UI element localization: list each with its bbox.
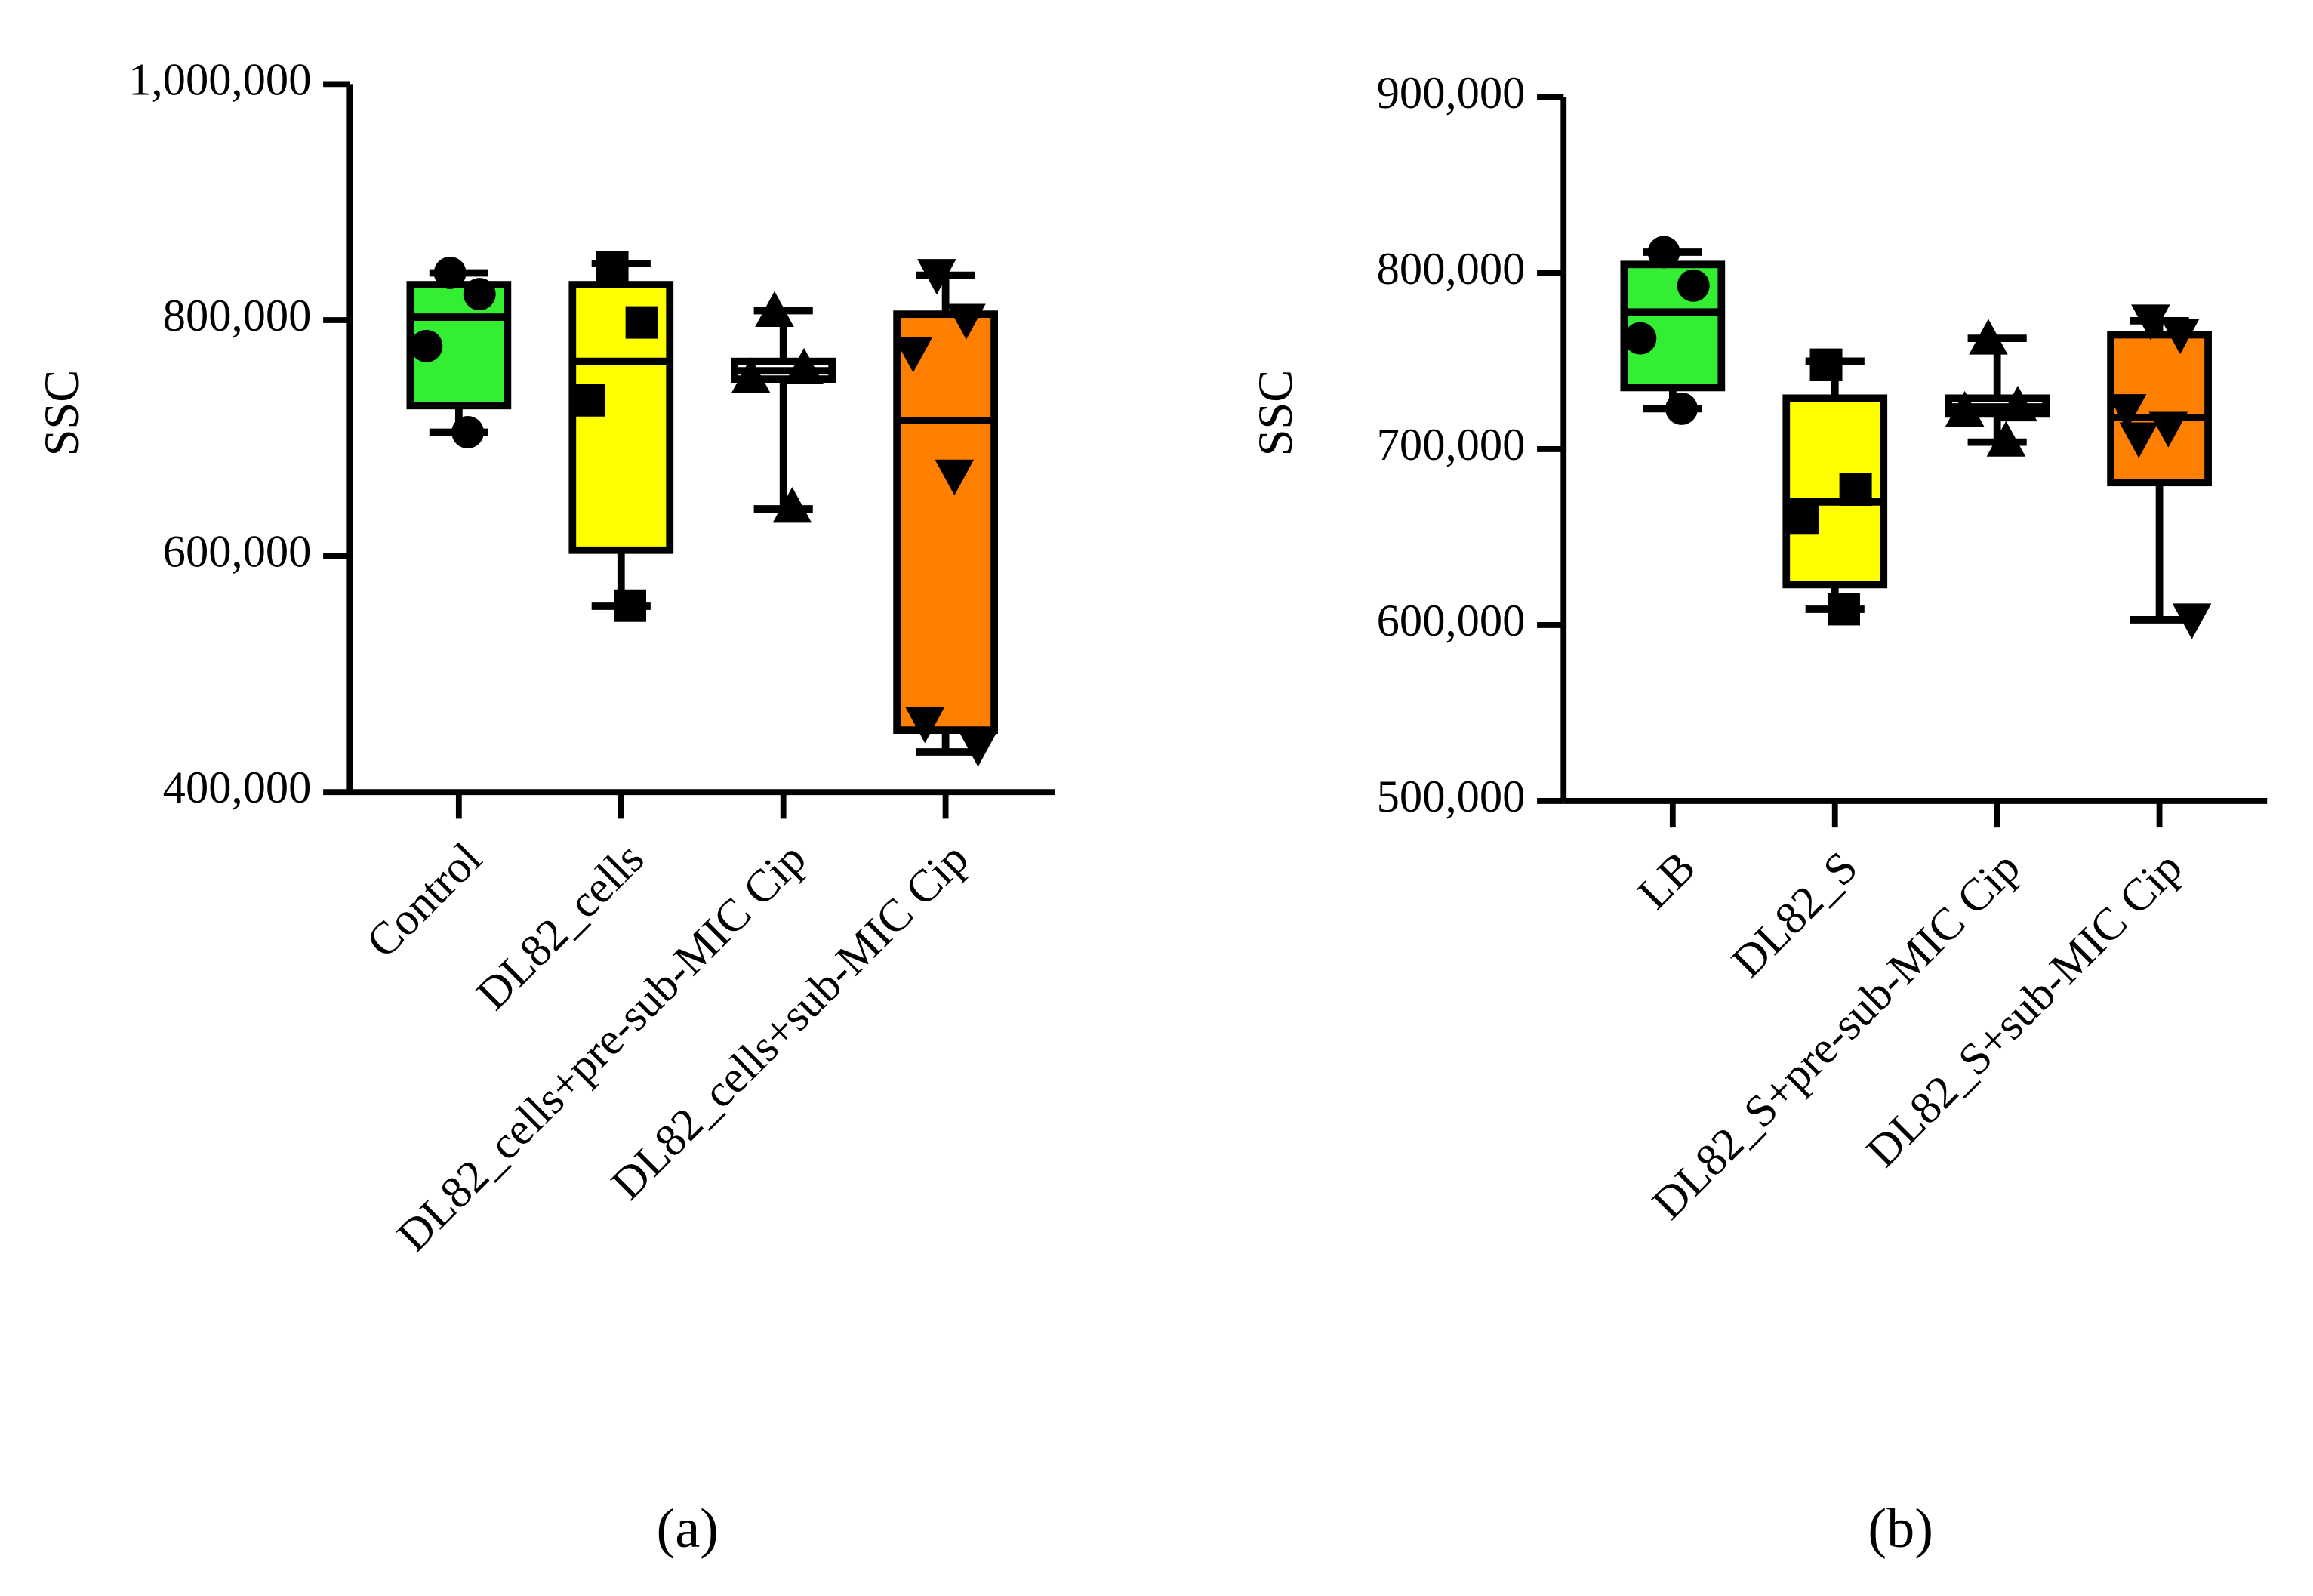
panel-label: (a) [656, 1498, 718, 1560]
data-point [958, 731, 998, 767]
data-point [1998, 385, 2037, 422]
box [893, 310, 998, 735]
panel-label: (b) [1868, 1498, 1933, 1560]
y-tick-label: 500,000 [1377, 772, 1526, 822]
data-point [596, 251, 629, 284]
y-axis-label: SSC [35, 370, 88, 457]
y-tick-label: 900,000 [1377, 68, 1526, 119]
y-tick-label: 600,000 [1377, 596, 1526, 646]
data-point [1677, 269, 1710, 302]
y-tick-label: 600,000 [163, 526, 312, 577]
data-point [1969, 319, 2008, 355]
data-point [1809, 348, 1843, 381]
data-point [1986, 421, 2026, 457]
y-tick-label: 1,000,000 [128, 54, 311, 105]
data-point [572, 384, 605, 417]
y-tick-label: 400,000 [163, 763, 312, 813]
data-point [917, 259, 956, 295]
data-point [755, 291, 794, 327]
data-point [1945, 390, 1985, 427]
data-point [2172, 603, 2212, 639]
x-tick-label: DL82_S+sub-MIC Cip [1857, 842, 2192, 1177]
data-point [1827, 593, 1860, 626]
data-point [1839, 473, 1872, 507]
data-point [451, 415, 485, 448]
data-point [1647, 236, 1680, 269]
data-point [772, 487, 812, 523]
data-point [1624, 322, 1657, 355]
y-tick-label: 700,000 [1377, 420, 1526, 470]
data-point [731, 357, 771, 393]
data-point [2131, 304, 2170, 340]
data-point [625, 306, 658, 339]
data-point [2119, 422, 2159, 458]
y-axis-label: SSC [1249, 370, 1302, 457]
data-point [1786, 501, 1819, 535]
data-point [893, 337, 933, 373]
data-point [1665, 392, 1699, 425]
data-point [2107, 394, 2147, 430]
data-point [433, 256, 467, 289]
data-point [784, 347, 824, 384]
data-point [614, 589, 646, 622]
data-point [947, 303, 986, 340]
y-tick-label: 800,000 [1377, 244, 1526, 294]
data-point [410, 329, 443, 362]
y-tick-label: 800,000 [163, 291, 312, 341]
data-point [463, 278, 496, 311]
x-tick-label: Control [357, 833, 491, 968]
x-tick-label: DL82_S [1722, 842, 1867, 987]
data-point [2161, 318, 2200, 355]
data-point [2148, 411, 2188, 448]
data-point [905, 707, 945, 744]
x-tick-label: LB [1628, 842, 1705, 919]
data-point [935, 459, 975, 496]
